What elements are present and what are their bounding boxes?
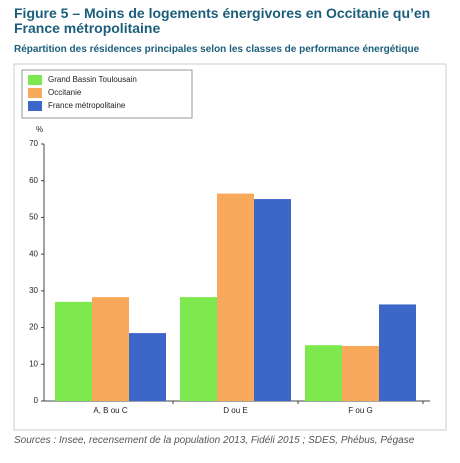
y-tick-label: 10	[29, 359, 38, 368]
bar	[305, 345, 342, 401]
legend-label: Occitanie	[48, 88, 82, 97]
legend-label: Grand Bassin Toulousain	[48, 75, 137, 84]
y-axis-label: %	[36, 125, 43, 134]
legend-box	[21, 69, 193, 119]
bar	[92, 297, 129, 401]
chart-title: Figure 5 – Moins de logements énergivore…	[14, 5, 431, 36]
source-note: Sources : Insee, recensement de la popul…	[14, 435, 415, 446]
chart-frame	[13, 63, 447, 431]
bar	[129, 333, 166, 401]
chart-subtitle: Répartition des résidences principales s…	[14, 44, 420, 55]
x-tick-label: F ou G	[348, 406, 372, 415]
y-tick-label: 20	[29, 323, 38, 332]
bar	[217, 193, 254, 401]
bar	[379, 304, 416, 401]
bar	[254, 199, 291, 401]
y-tick-label: 30	[29, 286, 38, 295]
legend-swatch	[28, 101, 42, 111]
bar	[55, 301, 92, 401]
legend-swatch	[28, 88, 42, 98]
y-tick-label: 60	[29, 176, 38, 185]
y-tick-label: 50	[29, 213, 38, 222]
y-tick-label: 70	[29, 139, 38, 148]
x-tick-label: D ou E	[223, 406, 247, 415]
legend-swatch	[28, 75, 42, 85]
bar	[342, 345, 379, 401]
y-tick-label: 0	[34, 396, 39, 405]
legend-label: France métropolitaine	[48, 101, 126, 110]
bar	[180, 297, 217, 401]
x-tick-label: A, B ou C	[93, 406, 127, 415]
y-tick-label: 40	[29, 249, 38, 258]
